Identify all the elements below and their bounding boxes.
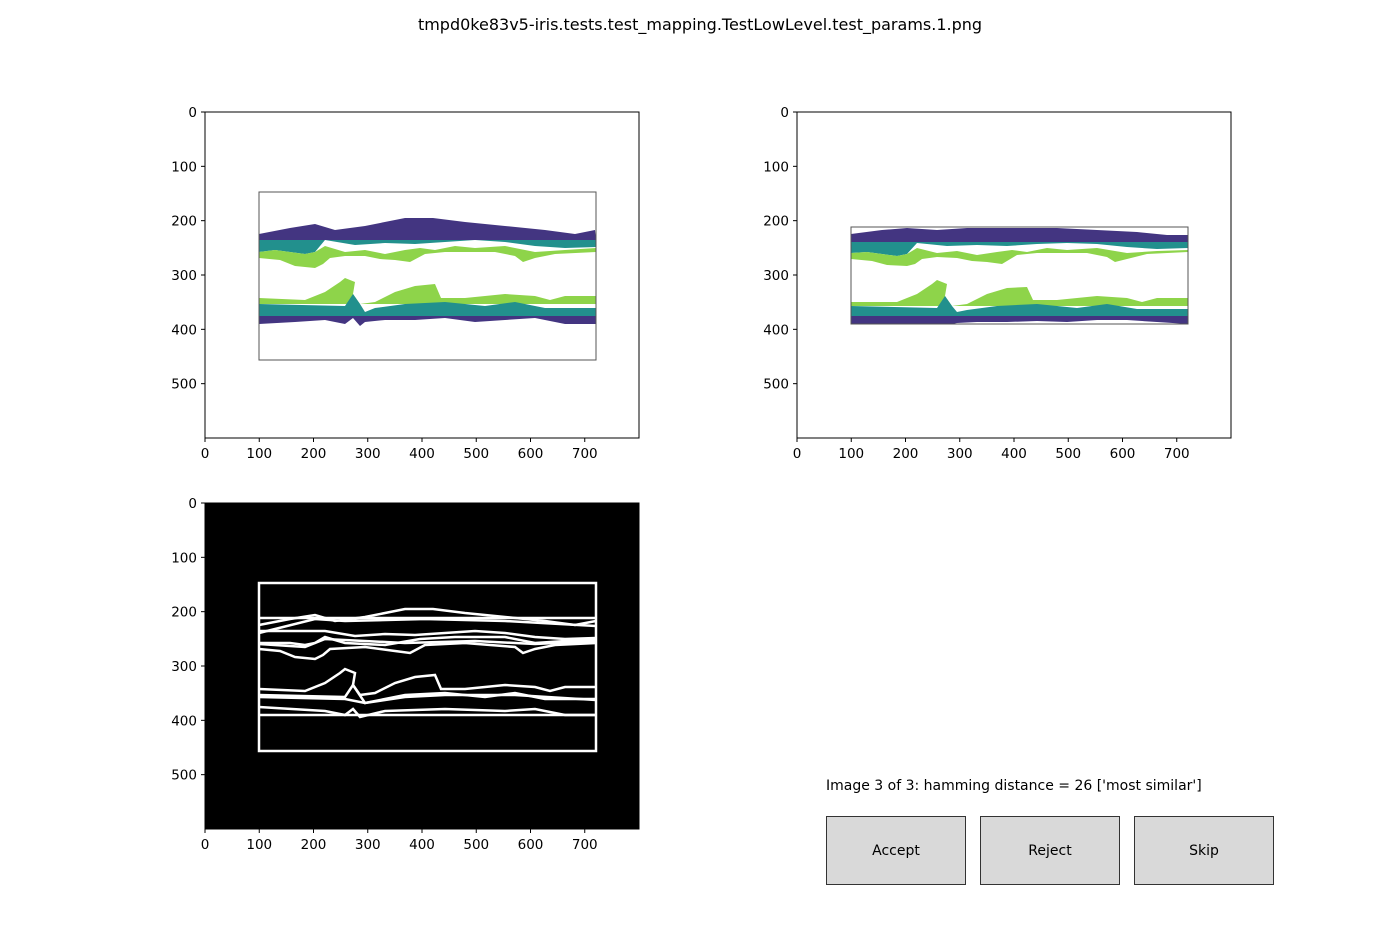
y-tick-label: 500 [171, 768, 197, 784]
x-tick-label: 600 [518, 837, 544, 853]
expected-image-bands [259, 218, 596, 326]
x-tick-label: 700 [572, 837, 598, 853]
y-tick-label: 400 [763, 322, 789, 338]
x-tick-label: 200 [301, 837, 327, 853]
diff-background [205, 503, 639, 829]
difference-edges [257, 581, 598, 753]
skip-button[interactable]: Skip [1134, 816, 1274, 885]
x-tick-label: 0 [201, 837, 210, 853]
actual-image-axes: 0 100 200 300 400 500 600 700 0 100 200 300 400 500 [763, 105, 1232, 462]
y-tick-label: 300 [171, 268, 197, 284]
x-tick-label: 100 [246, 837, 272, 853]
y-tick-label: 0 [188, 105, 197, 121]
frame-box [258, 191, 597, 361]
y-tick-label: 200 [171, 214, 197, 230]
reject-button[interactable]: Reject [980, 816, 1120, 885]
x-tick-label: 500 [1055, 446, 1081, 462]
frame-box [850, 226, 1189, 325]
hamming-distance-status: Image 3 of 3: hamming distance = 26 ['mo… [826, 778, 1202, 794]
y-tick-label: 100 [171, 550, 197, 566]
x-tick-label: 700 [572, 446, 598, 462]
x-tick-label: 500 [463, 446, 489, 462]
y-tick-label: 200 [171, 605, 197, 621]
x-tick-label: 200 [301, 446, 327, 462]
x-tick-label: 200 [893, 446, 919, 462]
y-tick-label: 0 [780, 105, 789, 121]
y-tick-label: 500 [763, 377, 789, 393]
x-tick-label: 400 [409, 837, 435, 853]
x-tick-label: 700 [1164, 446, 1190, 462]
expected-image-axes: 0 100 200 300 400 500 600 700 0 100 200 300 400 500 [171, 105, 640, 462]
figure-title: tmpd0ke83v5-iris.tests.test_mapping.Test… [417, 15, 983, 34]
y-tick-label: 400 [171, 713, 197, 729]
x-tick-label: 400 [409, 446, 435, 462]
x-axis-ticks: 0 100 200 300 400 500 600 700 [201, 438, 598, 462]
x-tick-label: 600 [518, 446, 544, 462]
x-tick-label: 0 [201, 446, 210, 462]
difference-image-plot: 0 100 200 300 400 500 600 700 0 100 200 300 400 500 [171, 496, 640, 853]
y-tick-label: 200 [763, 214, 789, 230]
x-tick-label: 100 [246, 446, 272, 462]
x-tick-label: 100 [838, 446, 864, 462]
x-axis-ticks: 0 100 200 300 400 500 600 700 [201, 829, 598, 853]
x-tick-label: 400 [1001, 446, 1027, 462]
axes-background [205, 112, 639, 438]
actual-image-plot: 0 100 200 300 400 500 600 700 0 100 200 300 400 500 [763, 105, 1232, 462]
x-axis-ticks: 0 100 200 300 400 500 600 700 [793, 438, 1190, 462]
x-tick-label: 600 [1110, 446, 1136, 462]
y-tick-label: 300 [171, 659, 197, 675]
x-tick-label: 500 [463, 837, 489, 853]
x-tick-label: 300 [355, 837, 381, 853]
actual-image-bands [851, 228, 1188, 324]
y-tick-label: 100 [763, 159, 789, 175]
y-tick-label: 500 [171, 377, 197, 393]
accept-button[interactable]: Accept [826, 816, 966, 885]
y-tick-label: 0 [188, 496, 197, 512]
x-tick-label: 0 [793, 446, 802, 462]
axes-background [797, 112, 1231, 438]
y-axis-ticks: 0 100 200 300 400 500 [763, 105, 797, 393]
y-axis-ticks: 0 100 200 300 400 500 [171, 496, 205, 784]
y-tick-label: 300 [763, 268, 789, 284]
x-tick-label: 300 [355, 446, 381, 462]
expected-image-plot: 0 100 200 300 400 500 600 700 0 100 200 300 400 500 [171, 105, 640, 462]
x-tick-label: 300 [947, 446, 973, 462]
y-axis-ticks: 0 100 200 300 400 500 [171, 105, 205, 393]
difference-image-axes: 0 100 200 300 400 500 600 700 0 100 200 300 400 500 [171, 496, 640, 853]
y-tick-label: 100 [171, 159, 197, 175]
y-tick-label: 400 [171, 322, 197, 338]
